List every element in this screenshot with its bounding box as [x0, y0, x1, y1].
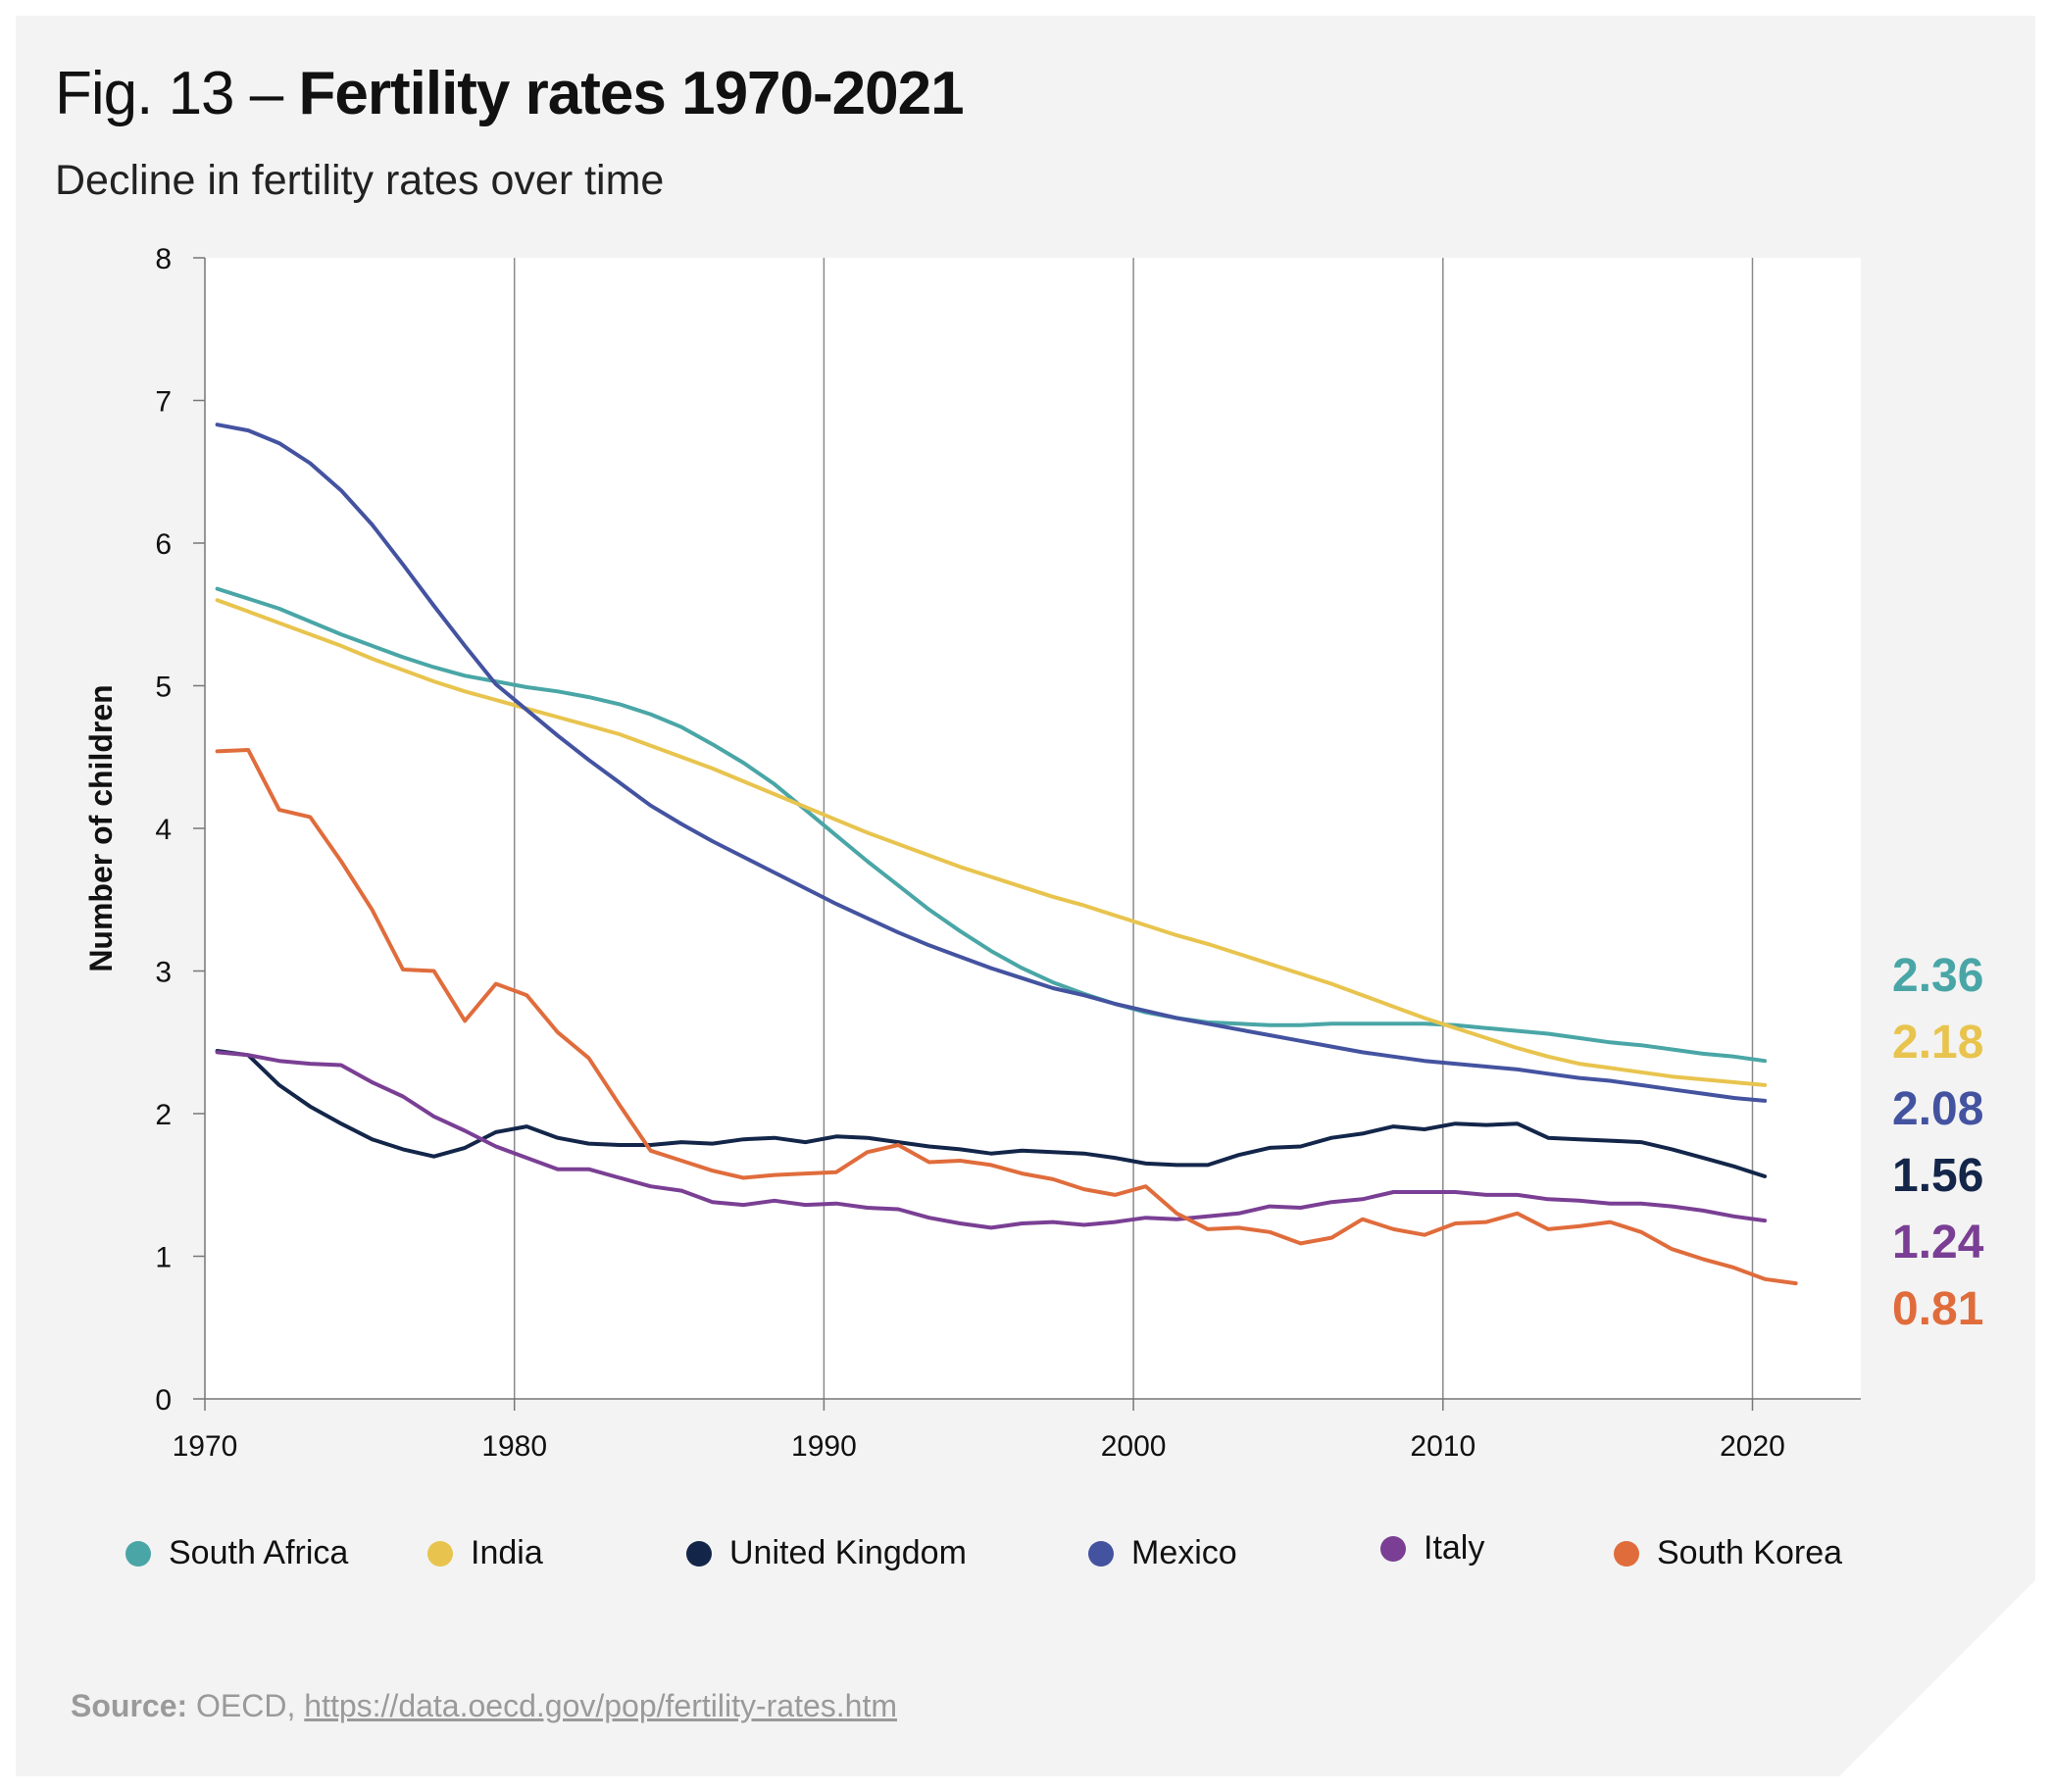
series-line-italy: [215, 1050, 1768, 1230]
legend-label-south-africa: South Africa: [169, 1534, 349, 1571]
legend-item-south-africa: South Africa: [125, 1534, 348, 1572]
end-label-south-africa: 2.36: [1892, 950, 1984, 1002]
y-tick-label-2: 2: [155, 1099, 172, 1131]
figure-number: Fig. 13 –: [55, 60, 299, 127]
series-line-india: [215, 598, 1768, 1087]
legend-label-india: India: [471, 1534, 543, 1571]
legend-item-india: India: [427, 1534, 543, 1572]
legend-dot-south-africa: [125, 1540, 151, 1567]
legend-label-south-korea: South Korea: [1657, 1534, 1843, 1571]
legend-item-south-korea: South Korea: [1614, 1534, 1842, 1572]
series-line-mexico: [215, 423, 1768, 1103]
source-label: Source:: [71, 1688, 188, 1723]
y-tick-label-7: 7: [155, 386, 172, 419]
end-label-south-korea: 0.81: [1892, 1283, 1984, 1335]
end-label-india: 2.18: [1892, 1017, 1984, 1069]
y-tick-label-0: 0: [155, 1384, 172, 1417]
source-link[interactable]: https://data.oecd.gov/pop/fertility-rate…: [304, 1688, 898, 1723]
x-tick-label-1970: 1970: [173, 1430, 238, 1463]
end-label-united-kingdom: 1.56: [1892, 1150, 1984, 1202]
legend-dot-india: [427, 1540, 453, 1567]
series-line-united-kingdom: [215, 1049, 1768, 1178]
y-tick-label-1: 1: [155, 1242, 172, 1274]
figure-subtitle: Decline in fertility rates over time: [55, 157, 665, 204]
legend-dot-mexico: [1088, 1540, 1114, 1567]
y-axis-label: Number of children: [83, 684, 119, 971]
legend-label-italy: Italy: [1424, 1529, 1485, 1567]
y-tick-label-8: 8: [155, 243, 172, 275]
plot-area: [205, 258, 1861, 1399]
folded-corner: [1839, 1580, 2035, 1776]
legend-label-mexico: Mexico: [1131, 1534, 1237, 1571]
legend-label-united-kingdom: United Kingdom: [729, 1534, 967, 1571]
y-tick-label-5: 5: [155, 672, 172, 704]
legend-dot-italy: [1380, 1535, 1406, 1562]
x-tick-label-2020: 2020: [1720, 1430, 1785, 1463]
series-line-south-korea: [215, 748, 1798, 1286]
x-tick-label-1980: 1980: [481, 1430, 547, 1463]
y-tick-label-4: 4: [155, 814, 172, 846]
figure-title-text: Fertility rates 1970-2021: [298, 60, 964, 127]
y-tick-label-3: 3: [155, 957, 172, 989]
legend-dot-south-korea: [1614, 1540, 1639, 1567]
x-tick-label-2000: 2000: [1101, 1430, 1167, 1463]
source-text: OECD,: [187, 1688, 305, 1723]
figure-title: Fig. 13 – Fertility rates 1970-2021: [55, 59, 965, 128]
legend-dot-united-kingdom: [686, 1540, 712, 1567]
legend-item-italy: Italy: [1380, 1529, 1484, 1568]
series-line-south-africa: [215, 586, 1768, 1064]
legend-item-united-kingdom: United Kingdom: [686, 1534, 967, 1572]
end-label-italy: 1.24: [1892, 1217, 1984, 1269]
x-tick-label-2010: 2010: [1410, 1430, 1476, 1463]
y-tick-label-6: 6: [155, 528, 172, 561]
x-tick-label-1990: 1990: [791, 1430, 857, 1463]
source-note: Source: OECD, https://data.oecd.gov/pop/…: [71, 1688, 897, 1724]
end-label-mexico: 2.08: [1892, 1083, 1984, 1135]
legend-item-mexico: Mexico: [1088, 1534, 1237, 1572]
